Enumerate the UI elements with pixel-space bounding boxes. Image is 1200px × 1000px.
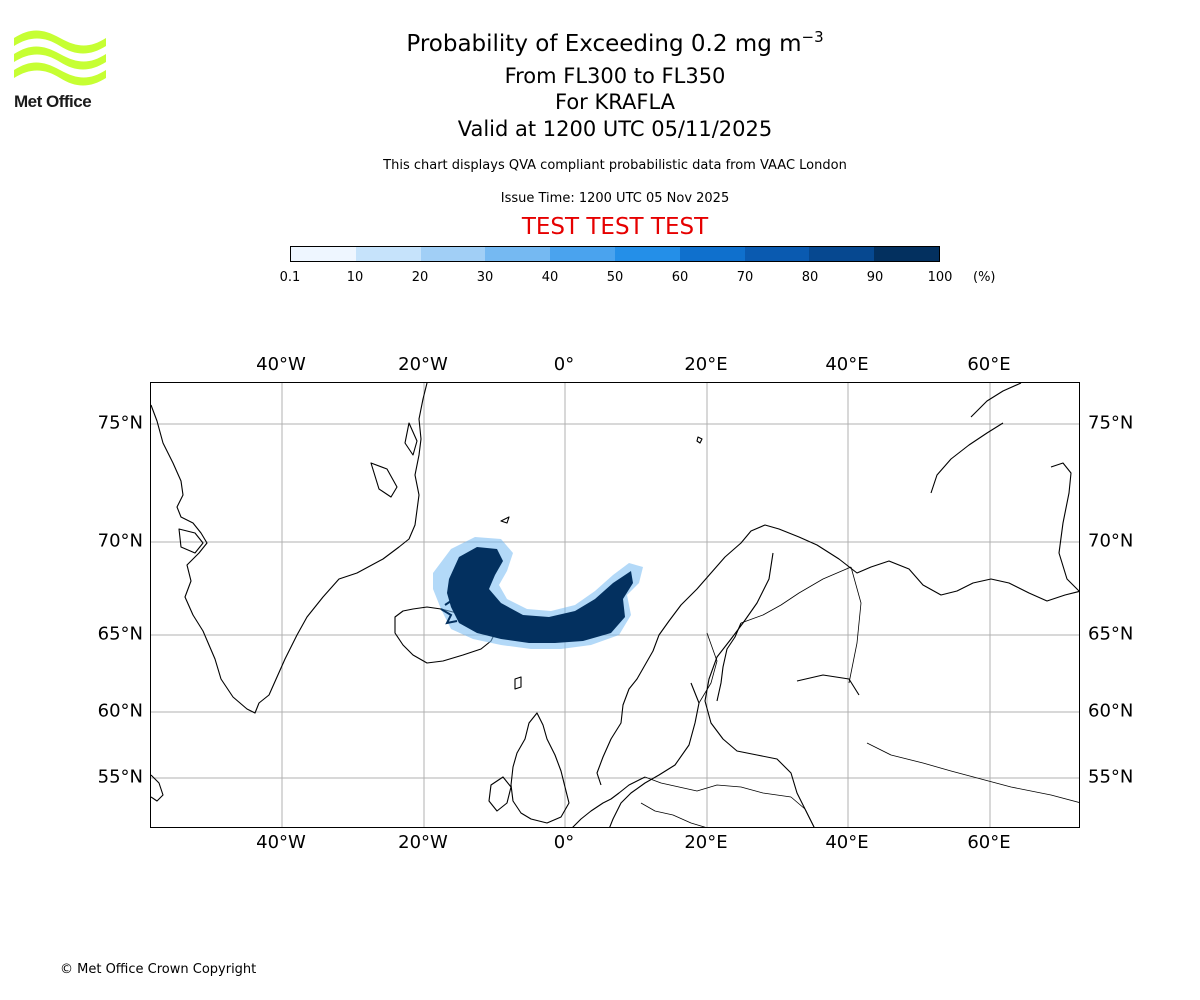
colorbar-segment — [874, 247, 939, 261]
issue-time: Issue Time: 1200 UTC 05 Nov 2025 — [500, 191, 730, 206]
colorbar-segment — [809, 247, 875, 261]
colorbar-tick-label: 30 — [476, 270, 494, 285]
colorbar-tick-label: 0.1 — [279, 270, 301, 285]
longitude-label-top: 60°E — [967, 354, 1011, 375]
longitude-label-top: 0° — [553, 354, 575, 375]
flight-level-range: From FL300 to FL350 — [504, 64, 726, 88]
longitude-label-top: 20°W — [398, 354, 448, 375]
longitude-label-top: 40°W — [256, 354, 306, 375]
longitude-label-top: 40°E — [825, 354, 869, 375]
latitude-label-right: 70°N — [1088, 530, 1134, 552]
longitude-label-bottom: 40°W — [256, 832, 306, 853]
longitude-label-top: 20°E — [684, 354, 728, 375]
ash-plume-core — [447, 547, 633, 643]
scandinavia-coast — [596, 524, 1079, 786]
latitude-label-right: 65°N — [1088, 623, 1134, 645]
probability-colorbar — [290, 246, 940, 262]
colorbar-tick-label: 50 — [606, 270, 624, 285]
colorbar-segment — [550, 247, 615, 261]
colorbar-segment — [485, 247, 551, 261]
british-isles-coast — [510, 712, 570, 824]
longitude-label-bottom: 20°E — [684, 832, 728, 853]
colorbar-tick-label: 40 — [541, 270, 559, 285]
colorbar-segment — [420, 247, 486, 261]
longitude-label-bottom: 20°W — [398, 832, 448, 853]
latitude-label-right: 60°N — [1088, 700, 1134, 722]
latitude-label-right: 75°N — [1088, 412, 1134, 434]
longitude-label-bottom: 0° — [553, 832, 575, 853]
volcano-marker — [440, 600, 458, 625]
met-office-waves-icon — [14, 30, 106, 86]
ash-plume — [433, 537, 643, 649]
coastlines — [151, 383, 1079, 827]
map-frame — [150, 382, 1080, 828]
colorbar-segment — [291, 247, 356, 261]
met-office-logo: Met Office — [14, 30, 110, 112]
colorbar-segment — [614, 247, 680, 261]
map-canvas — [151, 383, 1079, 827]
met-office-logo-text: Met Office — [14, 92, 92, 111]
test-banner: TEST TEST TEST — [521, 214, 709, 240]
latitude-label-left: 75°N — [97, 412, 143, 434]
valid-time: Valid at 1200 UTC 05/11/2025 — [457, 117, 773, 141]
longitude-label-bottom: 40°E — [825, 832, 869, 853]
copyright-notice: © Met Office Crown Copyright — [60, 962, 257, 977]
volcano-name: For KRAFLA — [555, 90, 675, 114]
colorbar-tick-label: 100 — [927, 270, 953, 285]
colorbar-tick-label: 10 — [346, 270, 364, 285]
colorbar-unit: (%) — [973, 270, 996, 285]
colorbar-segment — [355, 247, 421, 261]
colorbar-tick-label: 80 — [801, 270, 819, 285]
latitude-label-left: 70°N — [97, 530, 143, 552]
colorbar-tick-label: 60 — [671, 270, 689, 285]
data-source-note: This chart displays QVA compliant probab… — [383, 158, 847, 173]
colorbar-tick-label: 90 — [866, 270, 884, 285]
colorbar-tick-label: 20 — [411, 270, 429, 285]
latitude-label-left: 65°N — [97, 623, 143, 645]
latitude-label-left: 60°N — [97, 700, 143, 722]
latitude-label-right: 55°N — [1088, 766, 1134, 788]
colorbar-segment — [679, 247, 745, 261]
longitude-label-bottom: 60°E — [967, 832, 1011, 853]
greenland-coast — [151, 383, 428, 714]
colorbar-segment — [744, 247, 810, 261]
latitude-label-left: 55°N — [97, 766, 143, 788]
chart-title: Probability of Exceeding 0.2 mg m−3 — [406, 28, 824, 57]
colorbar-tick-label: 70 — [736, 270, 754, 285]
